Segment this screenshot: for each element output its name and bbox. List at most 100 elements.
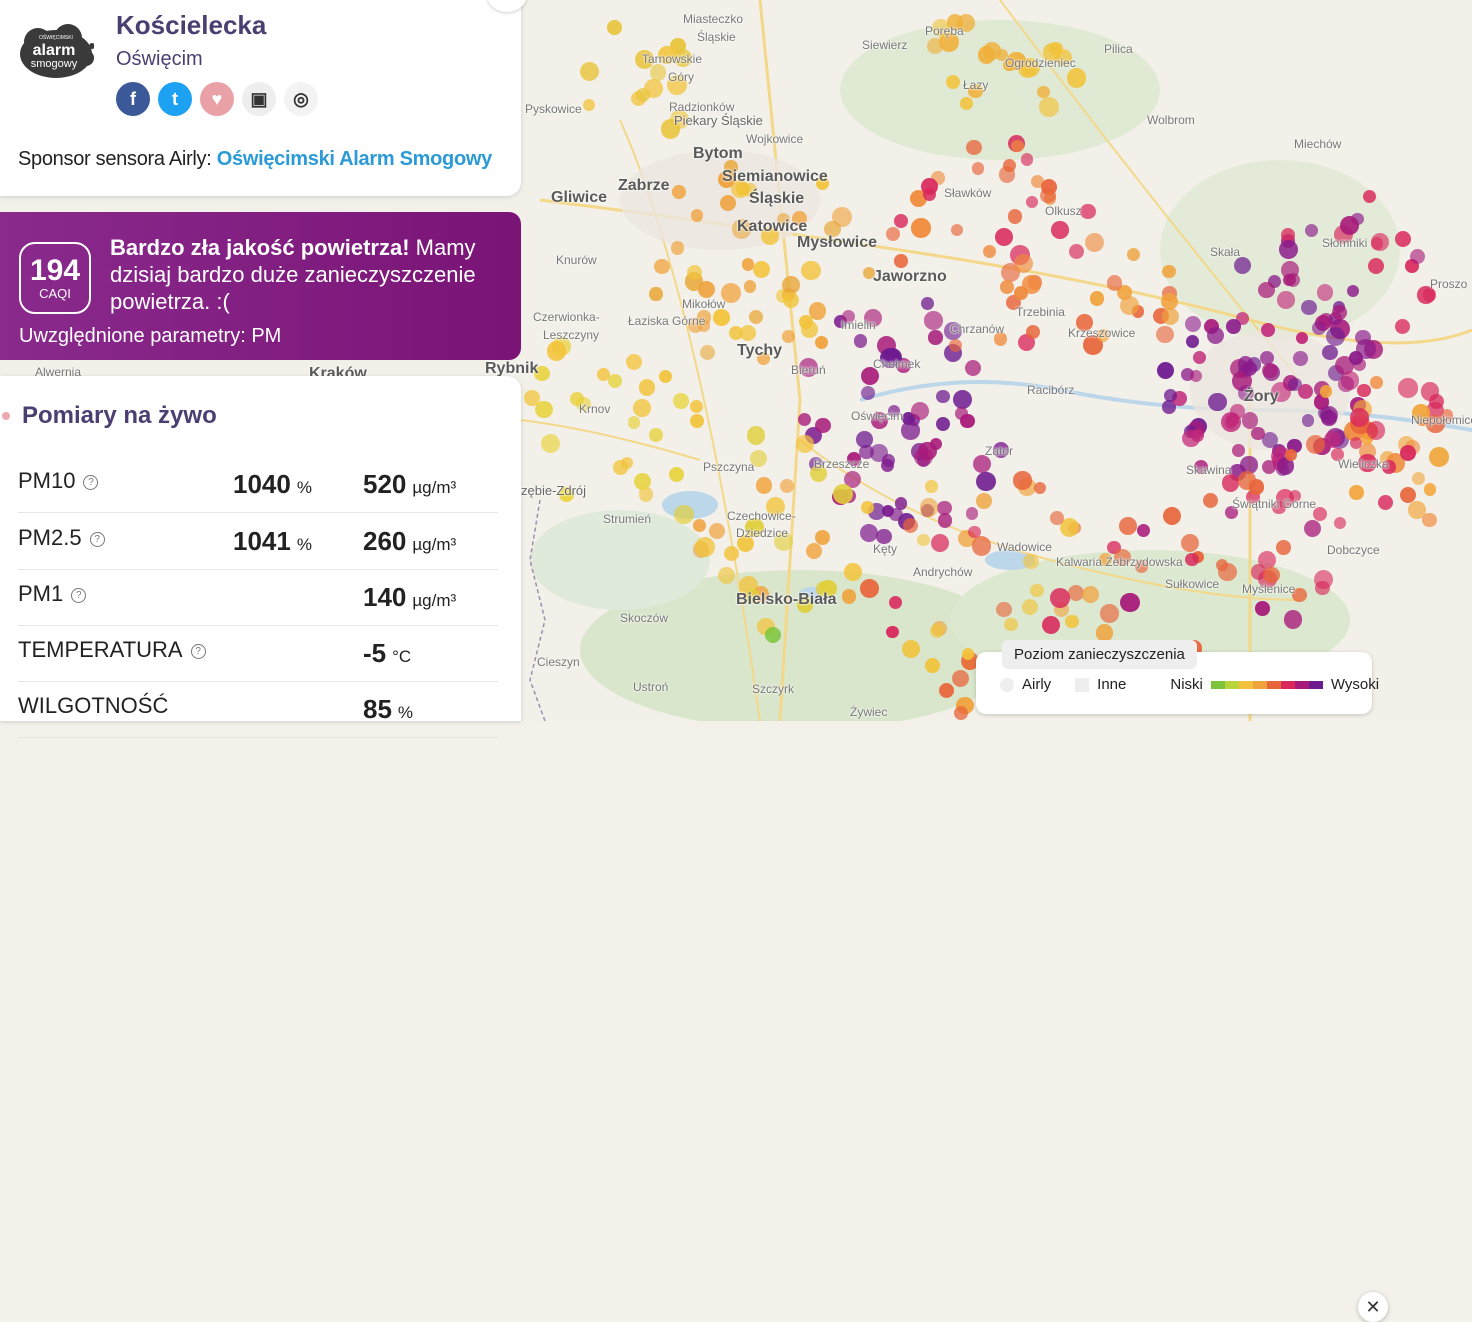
sensor-dot[interactable] [856,431,873,449]
sensor-dot[interactable] [832,483,853,504]
sensor-dot[interactable] [1013,471,1032,490]
sensor-dot[interactable] [939,32,960,52]
sensor-dot[interactable] [765,496,786,517]
sensor-dot[interactable] [847,451,862,466]
sensor-dot[interactable] [853,333,868,348]
sensor-dot[interactable] [917,533,930,547]
sensor-dot[interactable] [782,329,795,343]
sensor-dot[interactable] [1295,332,1308,345]
sensor-dot[interactable] [1076,314,1093,331]
sensor-dot[interactable] [570,392,585,407]
sensor-dot[interactable] [1250,564,1267,580]
sensor-dot[interactable] [634,49,655,69]
sensor-dot[interactable] [1425,414,1445,434]
sensor-dot[interactable] [1096,624,1114,642]
sensor-dot[interactable] [1041,616,1061,635]
favorite-button[interactable]: ♥ [200,82,234,116]
sensor-dot[interactable] [1011,139,1024,153]
sensor-dot[interactable] [1349,351,1363,366]
sensor-dot[interactable] [844,562,863,581]
sensor-dot[interactable] [1126,247,1141,262]
sensor-dot[interactable] [965,507,979,521]
sensor-dot[interactable] [1208,392,1227,412]
sensor-dot[interactable] [1283,273,1296,287]
sensor-dot[interactable] [674,49,693,68]
sensor-dot[interactable] [1190,428,1204,443]
facebook-button[interactable]: f [116,82,150,116]
sensor-dot[interactable] [748,310,763,325]
sensor-dot[interactable] [1085,232,1105,253]
sensor-dot[interactable] [876,528,892,545]
sensor-dot[interactable] [1297,384,1313,400]
sensor-dot[interactable] [1050,587,1071,608]
sensor-dot[interactable] [820,580,837,598]
sensor-dot[interactable] [1284,448,1297,461]
sensor-dot[interactable] [1013,253,1033,273]
sensor-dot[interactable] [1362,189,1377,204]
sensor-dot[interactable] [559,486,575,502]
sensor-dot[interactable] [746,426,766,445]
sensor-dot[interactable] [1255,600,1271,616]
sensor-dot[interactable] [889,595,903,609]
sensor-dot[interactable] [901,421,920,440]
sensor-dot[interactable] [928,330,943,345]
sensor-dot[interactable] [1022,553,1039,570]
sensor-dot[interactable] [1049,510,1064,525]
sensor-dot[interactable] [1162,400,1176,414]
sensor-dot[interactable] [861,367,880,386]
sensor-dot[interactable] [717,170,735,189]
sensor-dot[interactable] [1203,492,1219,509]
sensor-dot[interactable] [816,177,830,191]
sensor-dot[interactable] [982,244,997,258]
sensor-dot[interactable] [672,393,689,409]
sensor-dot[interactable] [1067,584,1084,602]
sensor-dot[interactable] [976,472,996,492]
help-icon[interactable]: ? [190,644,206,659]
sensor-dot[interactable] [1164,388,1178,402]
sensor-dot[interactable] [1262,566,1280,584]
sensor-dot[interactable] [690,400,704,413]
sensor-dot[interactable] [992,442,1009,459]
sensor-dot[interactable] [925,658,940,674]
sensor-dot[interactable] [686,264,703,280]
sensor-dot[interactable] [971,536,991,556]
sensor-dot[interactable] [798,357,819,378]
sensor-dot[interactable] [1367,421,1386,440]
sensor-dot[interactable] [1261,323,1276,338]
sensor-dot[interactable] [885,227,900,242]
sensor-dot[interactable] [1065,614,1079,629]
sensor-dot[interactable] [971,162,985,175]
sensor-dot[interactable] [765,627,781,643]
sensor-dot[interactable] [976,493,993,509]
sensor-dot[interactable] [801,260,821,280]
sensor-dot[interactable] [693,519,706,533]
sensor-dot[interactable] [1090,291,1105,306]
sensor-dot[interactable] [893,213,908,228]
sensor-dot[interactable] [929,623,944,638]
help-icon[interactable]: ? [83,475,99,490]
sensor-dot[interactable] [546,341,566,361]
sensor-dot[interactable] [1334,356,1354,376]
sensor-dot[interactable] [903,517,919,533]
sensor-dot[interactable] [1272,500,1286,515]
help-icon[interactable]: ? [71,588,87,603]
sensor-dot[interactable] [1106,275,1122,291]
sensor-dot[interactable] [1409,248,1426,264]
sensor-dot[interactable] [633,399,651,417]
sensor-dot[interactable] [743,280,757,293]
sensor-dot[interactable] [1082,586,1099,603]
sensor-dot[interactable] [801,321,819,338]
sensor-dot[interactable] [743,183,757,198]
sensor-dot[interactable] [607,373,622,388]
sensor-dot[interactable] [1040,188,1056,204]
sensor-dot[interactable] [1262,460,1277,475]
sensor-dot[interactable] [744,517,765,538]
sensor-dot[interactable] [832,206,852,227]
panel-toggle-button[interactable] [487,0,527,12]
sensor-dot[interactable] [1232,444,1245,457]
sensor-dot[interactable] [950,223,964,237]
sensor-dot[interactable] [1099,553,1113,567]
sensor-dot[interactable] [859,444,875,460]
sensor-dot[interactable] [1377,494,1394,511]
sensor-dot[interactable] [1039,96,1060,117]
